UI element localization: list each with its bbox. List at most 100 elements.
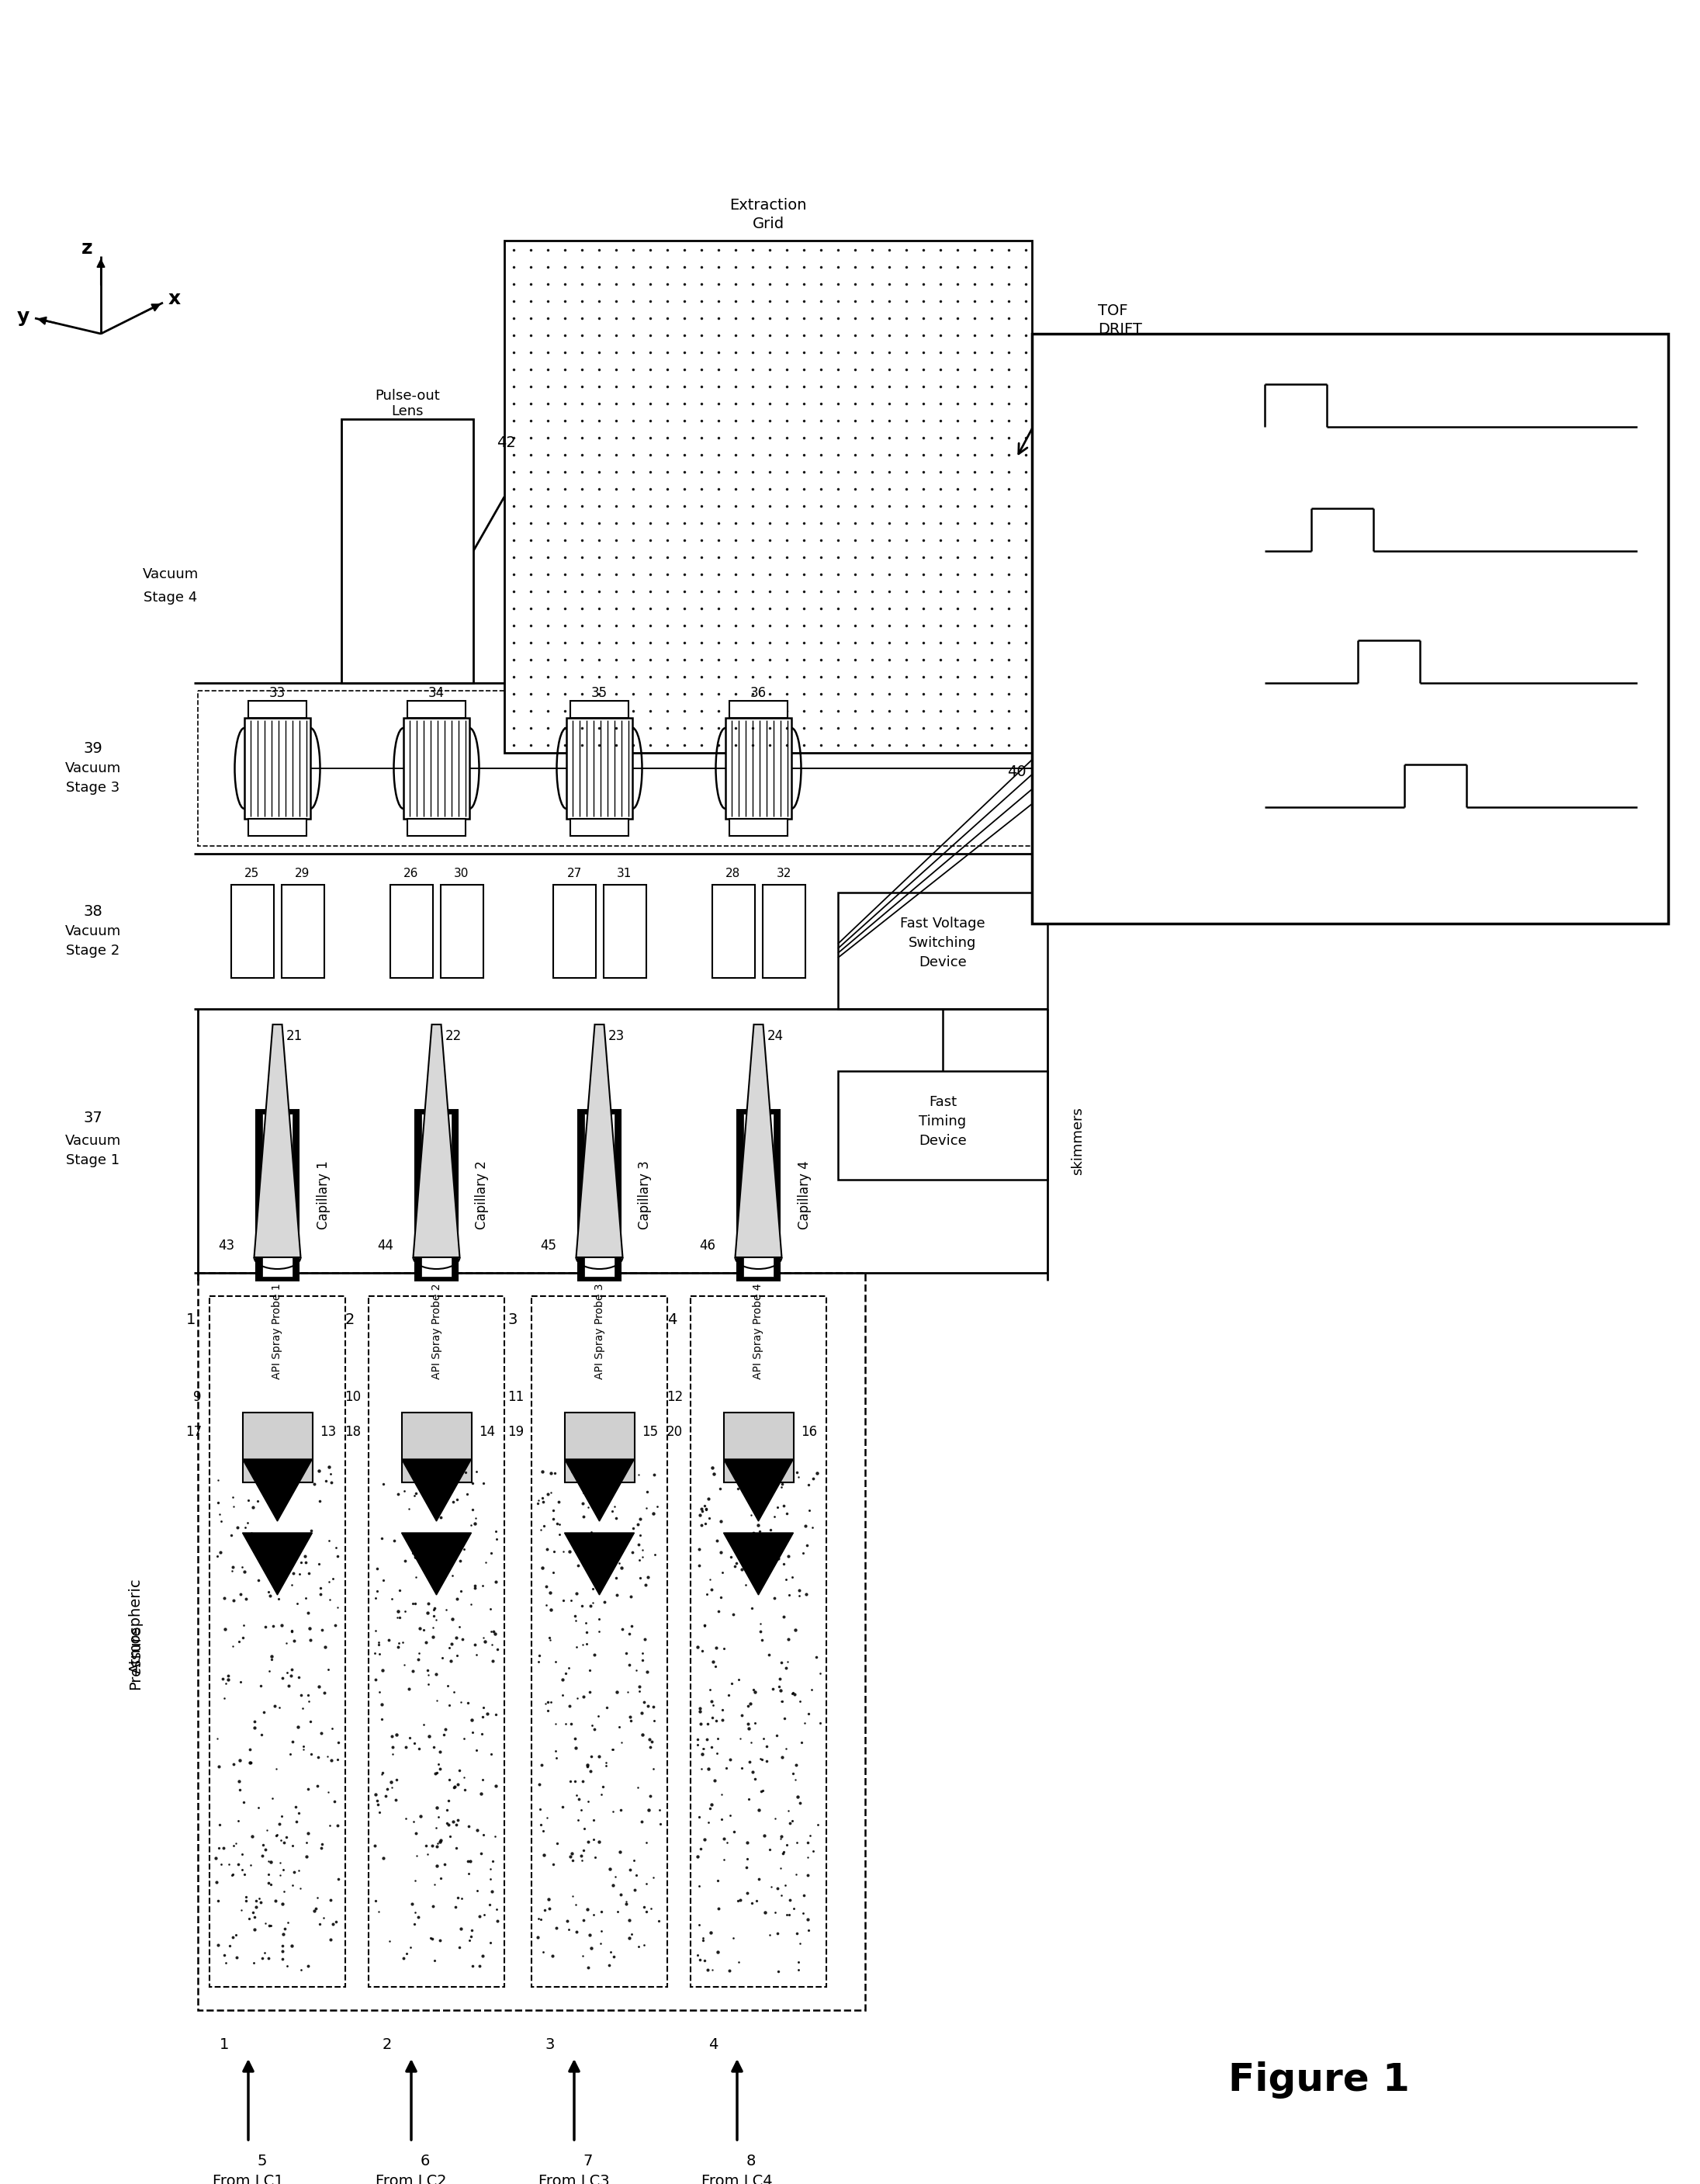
Text: 6: 6 [420, 2153, 430, 2169]
Text: Stage 4: Stage 4 [144, 590, 197, 605]
Text: API Spray Probe 1: API Spray Probe 1 [272, 1282, 282, 1378]
Text: 22: 22 [445, 1029, 461, 1044]
Text: From LC4: From LC4 [702, 2173, 773, 2184]
Text: 42: 42 [496, 435, 515, 450]
Text: $V_{RF2}=V_{block}$: $V_{RF2}=V_{block}$ [1304, 478, 1380, 494]
Bar [578, 1109, 620, 1280]
Bar [389, 885, 432, 978]
Text: rf exit gate 3: rf exit gate 3 [1056, 703, 1146, 716]
Text: Vacuum: Vacuum [65, 762, 121, 775]
Text: Lens: Lens [391, 404, 423, 419]
Bar [585, 1114, 614, 1278]
Text: 15: 15 [643, 1424, 658, 1439]
Text: API Spray Probe 4: API Spray Probe 4 [753, 1284, 763, 1378]
Text: Figure 1: Figure 1 [1229, 2062, 1409, 2099]
Bar [838, 893, 1047, 1009]
Bar [342, 419, 473, 684]
Bar [570, 701, 629, 719]
Text: 9: 9 [194, 1389, 202, 1404]
Text: 31: 31 [617, 867, 632, 878]
Bar [231, 885, 274, 978]
Bar [197, 690, 1044, 845]
Text: 16: 16 [801, 1424, 818, 1439]
Text: From LC3: From LC3 [539, 2173, 610, 2184]
Text: 30: 30 [454, 867, 469, 878]
Text: Fast Voltage: Fast Voltage [901, 917, 986, 930]
Text: rf exit gate 4: rf exit gate 4 [1056, 828, 1146, 841]
Bar [532, 1295, 668, 1987]
Text: Extraction: Extraction [729, 199, 807, 214]
Text: 19: 19 [507, 1424, 524, 1439]
Bar [209, 1295, 345, 1987]
Text: Timing: Timing [920, 1114, 966, 1129]
Text: TUBE: TUBE [1098, 343, 1139, 356]
Bar [197, 1273, 865, 2009]
Polygon shape [564, 1533, 634, 1594]
Text: 25: 25 [245, 867, 260, 878]
Bar [762, 885, 806, 978]
Polygon shape [243, 1533, 313, 1594]
Text: From LC1: From LC1 [212, 2173, 284, 2184]
Text: 43: 43 [218, 1238, 235, 1254]
Text: 28: 28 [726, 867, 741, 878]
Text: 4: 4 [666, 1313, 677, 1326]
Polygon shape [724, 1459, 794, 1522]
Bar [690, 1295, 826, 1987]
Text: 3: 3 [508, 1313, 517, 1326]
Text: 26: 26 [403, 867, 418, 878]
Text: 21: 21 [286, 1029, 303, 1044]
Text: 20: 20 [666, 1424, 683, 1439]
Bar [408, 701, 466, 719]
Text: 27: 27 [566, 867, 581, 878]
Text: Capillary 2: Capillary 2 [476, 1160, 490, 1230]
Bar [245, 719, 311, 819]
Text: 1: 1 [219, 2038, 230, 2053]
Text: 36: 36 [750, 686, 767, 701]
Text: $t=t_1$: $t=t_1$ [1595, 885, 1632, 900]
Text: 32: 32 [777, 867, 790, 878]
Text: From LC2: From LC2 [376, 2173, 447, 2184]
Text: x: x [168, 290, 180, 308]
Bar [603, 885, 646, 978]
Text: Grid: Grid [751, 216, 784, 232]
Text: 41: 41 [1049, 389, 1069, 404]
Text: Vacuum: Vacuum [65, 1133, 121, 1149]
Bar [726, 719, 792, 819]
Text: 40: 40 [1006, 764, 1027, 780]
Text: 18: 18 [345, 1424, 360, 1439]
Text: Capillary 4: Capillary 4 [797, 1162, 811, 1230]
Bar [552, 885, 595, 978]
Text: 3: 3 [546, 2038, 554, 2053]
Text: 37: 37 [83, 1109, 102, 1125]
Text: 45: 45 [541, 1238, 556, 1254]
Text: Device: Device [918, 954, 967, 970]
Polygon shape [734, 1024, 782, 1258]
Text: 46: 46 [699, 1238, 716, 1254]
Polygon shape [401, 1459, 471, 1522]
Text: Stage 3: Stage 3 [66, 780, 121, 795]
Text: Capillary 1: Capillary 1 [316, 1160, 330, 1230]
Bar [401, 1413, 471, 1483]
Polygon shape [253, 1024, 301, 1258]
Text: 35: 35 [592, 686, 607, 701]
Bar [743, 1114, 773, 1278]
Polygon shape [724, 1533, 794, 1594]
Text: skimmers: skimmers [1071, 1107, 1085, 1175]
Bar [248, 701, 306, 719]
Text: Stage 1: Stage 1 [66, 1153, 121, 1166]
Polygon shape [564, 1459, 634, 1522]
Text: Vacuum: Vacuum [143, 568, 199, 581]
Bar [248, 819, 306, 836]
Text: 24: 24 [767, 1029, 784, 1044]
Bar [738, 1109, 780, 1280]
Text: 7: 7 [583, 2153, 593, 2169]
Bar [262, 1114, 292, 1278]
Text: 8: 8 [746, 2153, 756, 2169]
Text: 2: 2 [382, 2038, 391, 2053]
Text: 13: 13 [320, 1424, 337, 1439]
Bar [280, 885, 325, 978]
Text: 17: 17 [185, 1424, 202, 1439]
Polygon shape [413, 1024, 459, 1258]
Text: Switching: Switching [910, 937, 976, 950]
Text: 38: 38 [83, 904, 102, 919]
